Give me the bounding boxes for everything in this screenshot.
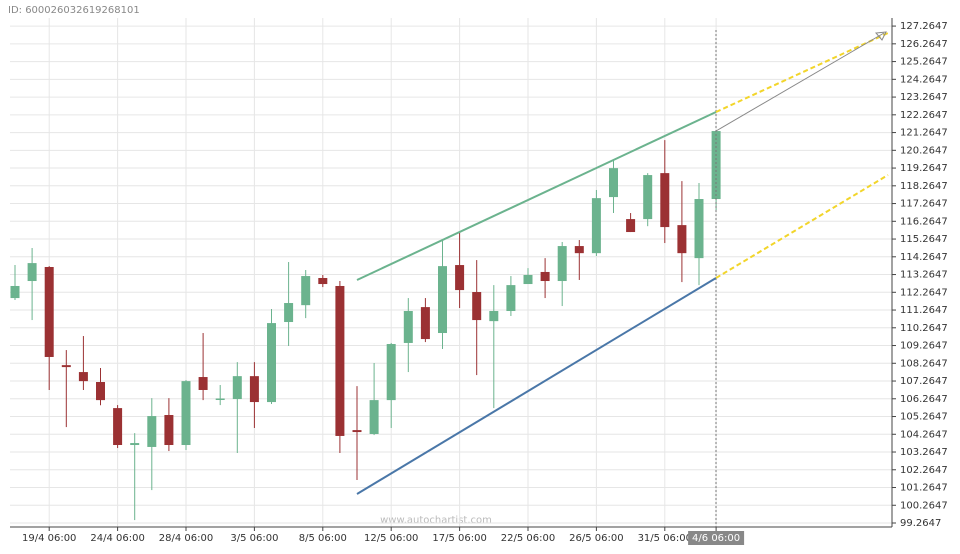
watermark: www.autochartist.com <box>380 515 492 526</box>
y-tick-label: 121.2647 <box>900 128 948 139</box>
x-tick-label: 24/4 06:00 <box>90 533 144 544</box>
y-tick-label: 116.2647 <box>900 216 948 227</box>
candle-body <box>609 168 618 198</box>
x-tick-label: 22/5 06:00 <box>501 533 555 544</box>
x-tick-label: 12/5 06:00 <box>364 533 418 544</box>
candle-body <box>181 381 191 446</box>
candle-body <box>677 225 687 254</box>
candle-body <box>61 365 71 368</box>
candle-body <box>96 382 105 401</box>
candle-body <box>420 307 430 340</box>
y-tick-label: 125.2647 <box>900 57 948 68</box>
y-tick-label: 112.2647 <box>900 287 948 298</box>
candle-body <box>403 311 413 343</box>
x-highlight-box <box>688 531 745 545</box>
x-tick-label: 26/5 06:00 <box>569 533 623 544</box>
x-tick-label: 19/4 06:00 <box>22 533 76 544</box>
y-tick-label: 106.2647 <box>900 394 948 405</box>
candle-body <box>130 443 140 446</box>
candle-body <box>215 398 225 401</box>
y-tick-label: 119.2647 <box>900 163 948 174</box>
resistance-line <box>356 111 717 281</box>
candle-body <box>27 263 37 282</box>
y-tick-label: 113.2647 <box>900 270 948 281</box>
x-tick-label: 8/5 06:00 <box>299 533 347 544</box>
candle-body <box>198 377 208 390</box>
candle-body <box>557 246 567 282</box>
candle-body <box>574 246 584 254</box>
candle-body <box>249 376 259 403</box>
candle-body <box>335 285 345 436</box>
candle-body <box>540 271 550 282</box>
candle-body <box>472 292 482 321</box>
y-tick-label: 117.2647 <box>900 199 948 210</box>
candle-body <box>78 372 88 382</box>
y-tick-label: 105.2647 <box>900 412 948 423</box>
candle-body <box>506 285 516 312</box>
candle-body <box>660 173 670 228</box>
candle-body <box>626 219 636 233</box>
candle-body <box>284 303 294 323</box>
candle-body <box>301 276 311 306</box>
y-tick-label: 104.2647 <box>900 429 948 440</box>
y-tick-label: 127.2647 <box>900 21 948 32</box>
plot <box>10 18 892 527</box>
y-tick-label: 123.2647 <box>900 92 948 103</box>
y-tick-label: 108.2647 <box>900 358 948 369</box>
y-tick-label: 107.2647 <box>900 376 948 387</box>
y-tick-label: 114.2647 <box>900 252 948 263</box>
chart-id: ID: 600026032619268101 <box>8 5 140 16</box>
x-tick-label: 4/6 06:00 <box>692 533 740 544</box>
candle-body <box>455 265 465 291</box>
y-tick-label: 111.2647 <box>900 305 948 316</box>
candle-body <box>489 311 499 322</box>
candle-body <box>147 416 157 447</box>
y-tick-label: 100.2647 <box>900 500 948 511</box>
forecast-arrow <box>715 32 885 132</box>
y-tick-label: 124.2647 <box>900 74 948 85</box>
y-tick-label: 101.2647 <box>900 483 948 494</box>
x-tick-label: 3/5 06:00 <box>230 533 278 544</box>
y-tick-label: 110.2647 <box>900 323 948 334</box>
candle-body <box>523 274 533 285</box>
resistance-projection <box>715 32 889 113</box>
y-tick-label: 109.2647 <box>900 341 948 352</box>
candle-body <box>694 199 704 259</box>
candle-body <box>10 285 20 299</box>
y-tick-label: 99.2647 <box>900 518 941 529</box>
candle-body <box>352 430 362 433</box>
candle-body <box>113 408 123 446</box>
candle-body <box>267 323 276 403</box>
y-tick-label: 103.2647 <box>900 447 948 458</box>
y-tick-label: 115.2647 <box>900 234 948 245</box>
candle-body <box>369 400 379 435</box>
support-projection <box>715 174 889 279</box>
y-tick-label: 122.2647 <box>900 110 948 121</box>
y-tick-label: 120.2647 <box>900 145 948 156</box>
candle-body <box>643 175 653 220</box>
candle-body <box>232 376 242 400</box>
candle-body <box>318 278 328 285</box>
support-line <box>356 277 717 495</box>
candle-body <box>711 131 721 200</box>
candle-body <box>386 344 396 401</box>
x-tick-label: 17/5 06:00 <box>432 533 486 544</box>
arrow-head <box>874 31 887 41</box>
x-tick-label: 31/5 06:00 <box>638 533 692 544</box>
candle-body <box>44 266 54 357</box>
x-tick-label: 28/4 06:00 <box>159 533 213 544</box>
y-tick-label: 102.2647 <box>900 465 948 476</box>
y-tick-label: 126.2647 <box>900 39 948 50</box>
y-tick-label: 118.2647 <box>900 181 948 192</box>
candle-body <box>164 415 174 446</box>
candle-body <box>438 266 447 334</box>
candle-body <box>591 198 601 254</box>
